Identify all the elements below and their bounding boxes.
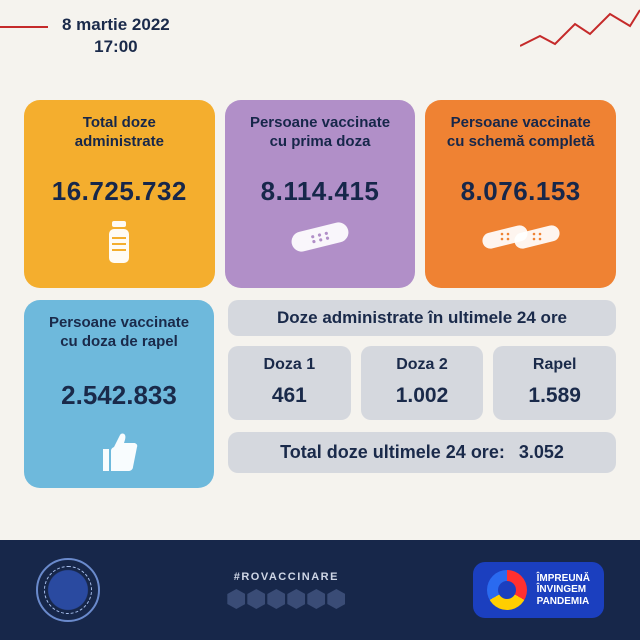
card-value: 8.114.415 — [261, 176, 380, 207]
card-label: Persoane vaccinate cu prima doza — [250, 114, 390, 152]
second-row: Persoane vaccinate cu doza de rapel 2.54… — [0, 300, 640, 488]
main-cards-row: Total doze administrate 16.725.732 Perso… — [0, 100, 640, 288]
card-booster: Persoane vaccinate cu doza de rapel 2.54… — [24, 300, 214, 488]
mini-label: Doza 2 — [365, 356, 480, 374]
hex-icons — [227, 589, 345, 609]
mini-dose1: Doza 1 461 — [228, 346, 351, 420]
double-bandage-icon — [480, 221, 562, 260]
seal-icon — [36, 558, 100, 622]
slogan: ÎMPREUNĂ ÎNVINGEM PANDEMIA — [537, 573, 590, 608]
campaign-logo: ÎMPREUNĂ ÎNVINGEM PANDEMIA — [473, 562, 604, 618]
total-value: 3.052 — [519, 442, 564, 463]
mini-booster: Rapel 1.589 — [493, 346, 616, 420]
header-divider — [0, 26, 48, 28]
total-label: Total doze ultimele 24 ore: — [280, 442, 505, 463]
ring-icon — [487, 570, 527, 610]
last24-total: Total doze ultimele 24 ore: 3.052 — [228, 432, 616, 473]
card-label: Total doze administrate — [75, 114, 164, 152]
card-first-dose: Persoane vaccinate cu prima doza 8.114.4… — [225, 100, 416, 288]
last24-title: Doze administrate în ultimele 24 ore — [228, 300, 616, 336]
footer: #ROVACCINARE ÎMPREUNĂ ÎNVINGEM PANDEMIA — [0, 540, 640, 640]
vial-icon — [106, 221, 132, 270]
card-value: 16.725.732 — [52, 176, 187, 207]
card-total-doses: Total doze administrate 16.725.732 — [24, 100, 215, 288]
mini-label: Doza 1 — [232, 356, 347, 374]
time-text: 17:00 — [62, 36, 170, 58]
header: 8 martie 2022 17:00 — [0, 0, 640, 90]
card-full-scheme: Persoane vaccinate cu schemă completă 8.… — [425, 100, 616, 288]
hashtag-text: #ROVACCINARE — [227, 571, 345, 583]
mini-value: 1.002 — [365, 384, 480, 408]
card-label: Persoane vaccinate cu schemă completă — [447, 114, 595, 152]
thumbs-up-icon — [97, 429, 141, 480]
card-label: Persoane vaccinate cu doza de rapel — [49, 314, 189, 352]
last24-panel: Doze administrate în ultimele 24 ore Doz… — [228, 300, 616, 488]
card-value: 2.542.833 — [61, 380, 177, 411]
mini-value: 461 — [232, 384, 347, 408]
last24-breakdown: Doza 1 461 Doza 2 1.002 Rapel 1.589 — [228, 346, 616, 420]
hashtag-block: #ROVACCINARE — [227, 571, 345, 609]
card-value: 8.076.153 — [461, 176, 581, 207]
mini-dose2: Doza 2 1.002 — [361, 346, 484, 420]
bandage-icon — [289, 221, 351, 258]
mini-label: Rapel — [497, 356, 612, 374]
mini-value: 1.589 — [497, 384, 612, 408]
date-block: 8 martie 2022 17:00 — [62, 14, 170, 58]
gov-logo — [36, 558, 100, 622]
trend-icon — [520, 6, 640, 54]
date-text: 8 martie 2022 — [62, 14, 170, 36]
